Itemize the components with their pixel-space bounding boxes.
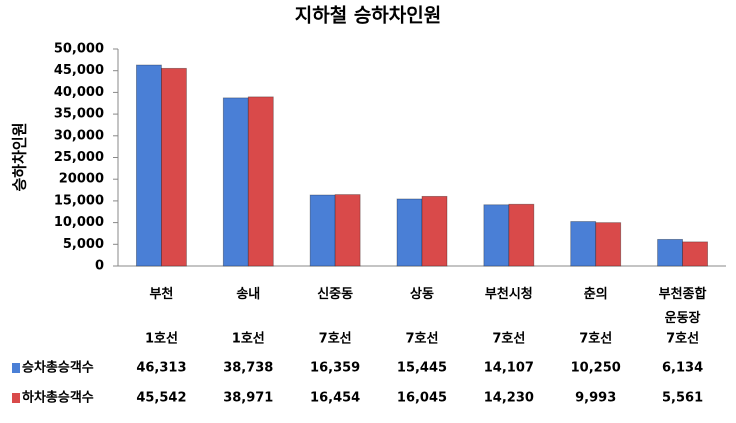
x-tick-label: 부천 bbox=[149, 287, 174, 302]
bar bbox=[657, 238, 683, 267]
value-label: 9,993 bbox=[575, 391, 616, 406]
bar bbox=[483, 204, 510, 267]
value-label: 16,454 bbox=[310, 391, 360, 406]
x-tick-label: 부천종합 운동장 bbox=[658, 287, 707, 326]
line-label: 7호선 bbox=[492, 331, 525, 347]
x-tick-label: 부천시청 bbox=[484, 287, 533, 302]
value-label: 10,250 bbox=[571, 361, 621, 376]
y-tick-label: 45,000 bbox=[54, 63, 104, 78]
line-label: 1호선 bbox=[145, 331, 178, 347]
x-tick-label: 신중동 bbox=[317, 287, 354, 302]
line-label: 1호선 bbox=[232, 331, 265, 347]
x-tick-label: 춘의 bbox=[583, 287, 608, 302]
value-label: 16,045 bbox=[397, 391, 447, 406]
value-label: 38,738 bbox=[223, 361, 273, 376]
y-tick-label: 0 bbox=[95, 259, 104, 274]
value-label: 45,542 bbox=[136, 391, 186, 406]
bar bbox=[421, 195, 448, 267]
y-tick-label: 10,000 bbox=[54, 215, 104, 230]
value-label: 6,134 bbox=[662, 361, 703, 376]
line-label: 7호선 bbox=[666, 331, 699, 347]
value-label: 38,971 bbox=[223, 391, 273, 406]
bar bbox=[508, 203, 535, 267]
bar bbox=[334, 194, 361, 267]
value-label: 16,359 bbox=[310, 361, 360, 376]
bar bbox=[309, 194, 336, 267]
bar bbox=[222, 97, 249, 267]
chart-title: 지하철 승하차인원 bbox=[295, 5, 441, 27]
line-label: 7호선 bbox=[579, 331, 612, 347]
bar bbox=[161, 67, 187, 267]
legend-label: 하차총승객수 bbox=[22, 390, 94, 406]
bar bbox=[570, 221, 597, 267]
value-label: 14,107 bbox=[484, 361, 534, 376]
y-tick-label: 15,000 bbox=[54, 193, 104, 208]
y-tick-label: 35,000 bbox=[54, 107, 104, 122]
legend-swatch bbox=[12, 363, 20, 373]
y-tick-label: 25,000 bbox=[54, 150, 104, 165]
bar bbox=[247, 96, 274, 267]
bar bbox=[595, 222, 622, 267]
legend-swatch bbox=[12, 393, 20, 403]
line-label: 7호선 bbox=[319, 331, 352, 347]
y-tick-label: 50,000 bbox=[54, 42, 104, 57]
x-tick-label: 상동 bbox=[410, 287, 434, 302]
y-tick-label: 20000 bbox=[59, 172, 104, 187]
value-label: 46,313 bbox=[136, 361, 186, 376]
bar bbox=[682, 241, 708, 267]
y-axis-label: 승하차인원 bbox=[11, 122, 29, 191]
value-label: 14,230 bbox=[484, 391, 534, 406]
value-label: 15,445 bbox=[397, 361, 447, 376]
line-label: 7호선 bbox=[406, 331, 439, 347]
bar bbox=[136, 64, 162, 267]
y-tick-label: 30,000 bbox=[54, 128, 104, 143]
bar bbox=[396, 198, 423, 267]
y-tick-label: 5,000 bbox=[63, 237, 104, 252]
y-tick-label: 40,000 bbox=[54, 85, 104, 100]
x-tick-label: 송내 bbox=[236, 287, 261, 302]
value-label: 5,561 bbox=[662, 391, 703, 406]
legend-label: 승차총승객수 bbox=[22, 360, 94, 376]
